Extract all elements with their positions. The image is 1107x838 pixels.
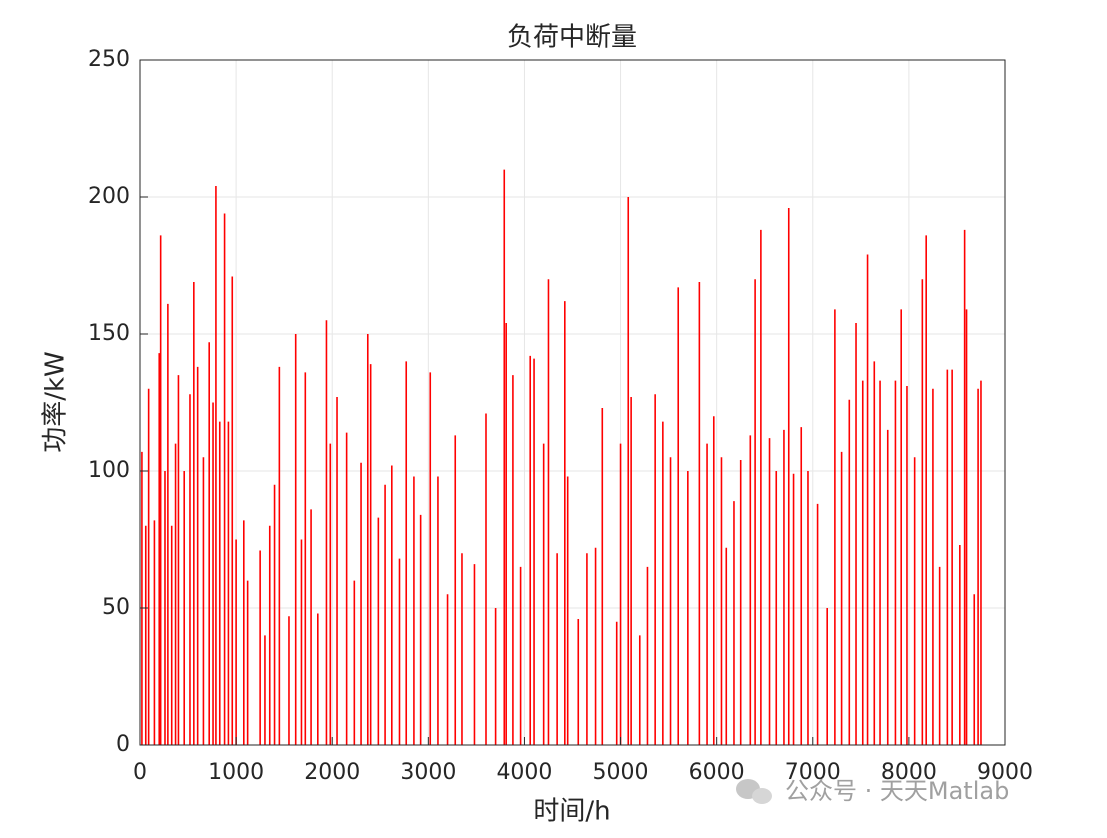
ticks: 0 1000 2000 3000 4000 5000 6000 7000 8000 9000 0 50… [88, 47, 1033, 785]
x-axis-label: 时间/h [533, 797, 610, 827]
y-tick-label: 150 [88, 321, 130, 346]
x-tick-label: 8000 [881, 760, 937, 785]
x-tick-label: 6000 [689, 760, 745, 785]
x-tick-label: 2000 [304, 760, 360, 785]
y-axis-label: 功率/kW [41, 351, 71, 453]
y-tick-label: 250 [88, 47, 130, 72]
x-tick-label: 7000 [785, 760, 841, 785]
watermark-icon [736, 779, 772, 804]
x-tick-label: 0 [133, 760, 147, 785]
watermark: 公众号 · 天天Matlab [785, 777, 1009, 805]
x-tick-label: 9000 [977, 760, 1033, 785]
chart-title: 负荷中断量 [507, 23, 637, 53]
y-tick-label: 200 [88, 184, 130, 209]
x-tick-label: 5000 [593, 760, 649, 785]
y-tick-label: 100 [88, 458, 130, 483]
marks [141, 169, 982, 745]
axes-box [139, 59, 1006, 746]
x-tick-label: 4000 [496, 760, 552, 785]
plot-area [140, 60, 1005, 745]
x-tick-label: 3000 [400, 760, 456, 785]
y-tick-label: 50 [102, 595, 130, 620]
y-tick-label: 0 [116, 732, 130, 757]
x-tick-label: 1000 [208, 760, 264, 785]
